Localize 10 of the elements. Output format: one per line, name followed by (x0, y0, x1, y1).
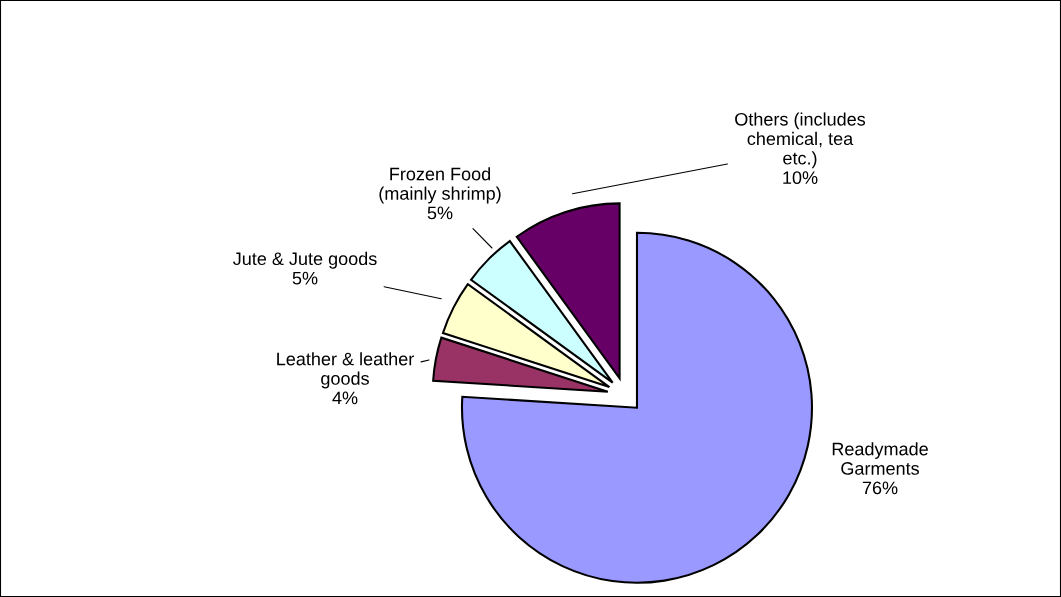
data-label: 4% (332, 391, 358, 405)
slice-label: Others (includes chemical, tea etc.) (735, 112, 866, 169)
data-label: 76% (862, 481, 898, 495)
data-label: 5% (292, 271, 318, 285)
slice-label: Frozen Food (mainly shrimp) (379, 167, 501, 204)
data-label: 10% (783, 171, 818, 185)
data-label: 5% (427, 206, 453, 220)
slice-label: Readymade Garments (832, 442, 928, 475)
slice-label: Leather & leather goods (277, 352, 414, 389)
slice-label: Jute & Jute goods (233, 251, 377, 269)
